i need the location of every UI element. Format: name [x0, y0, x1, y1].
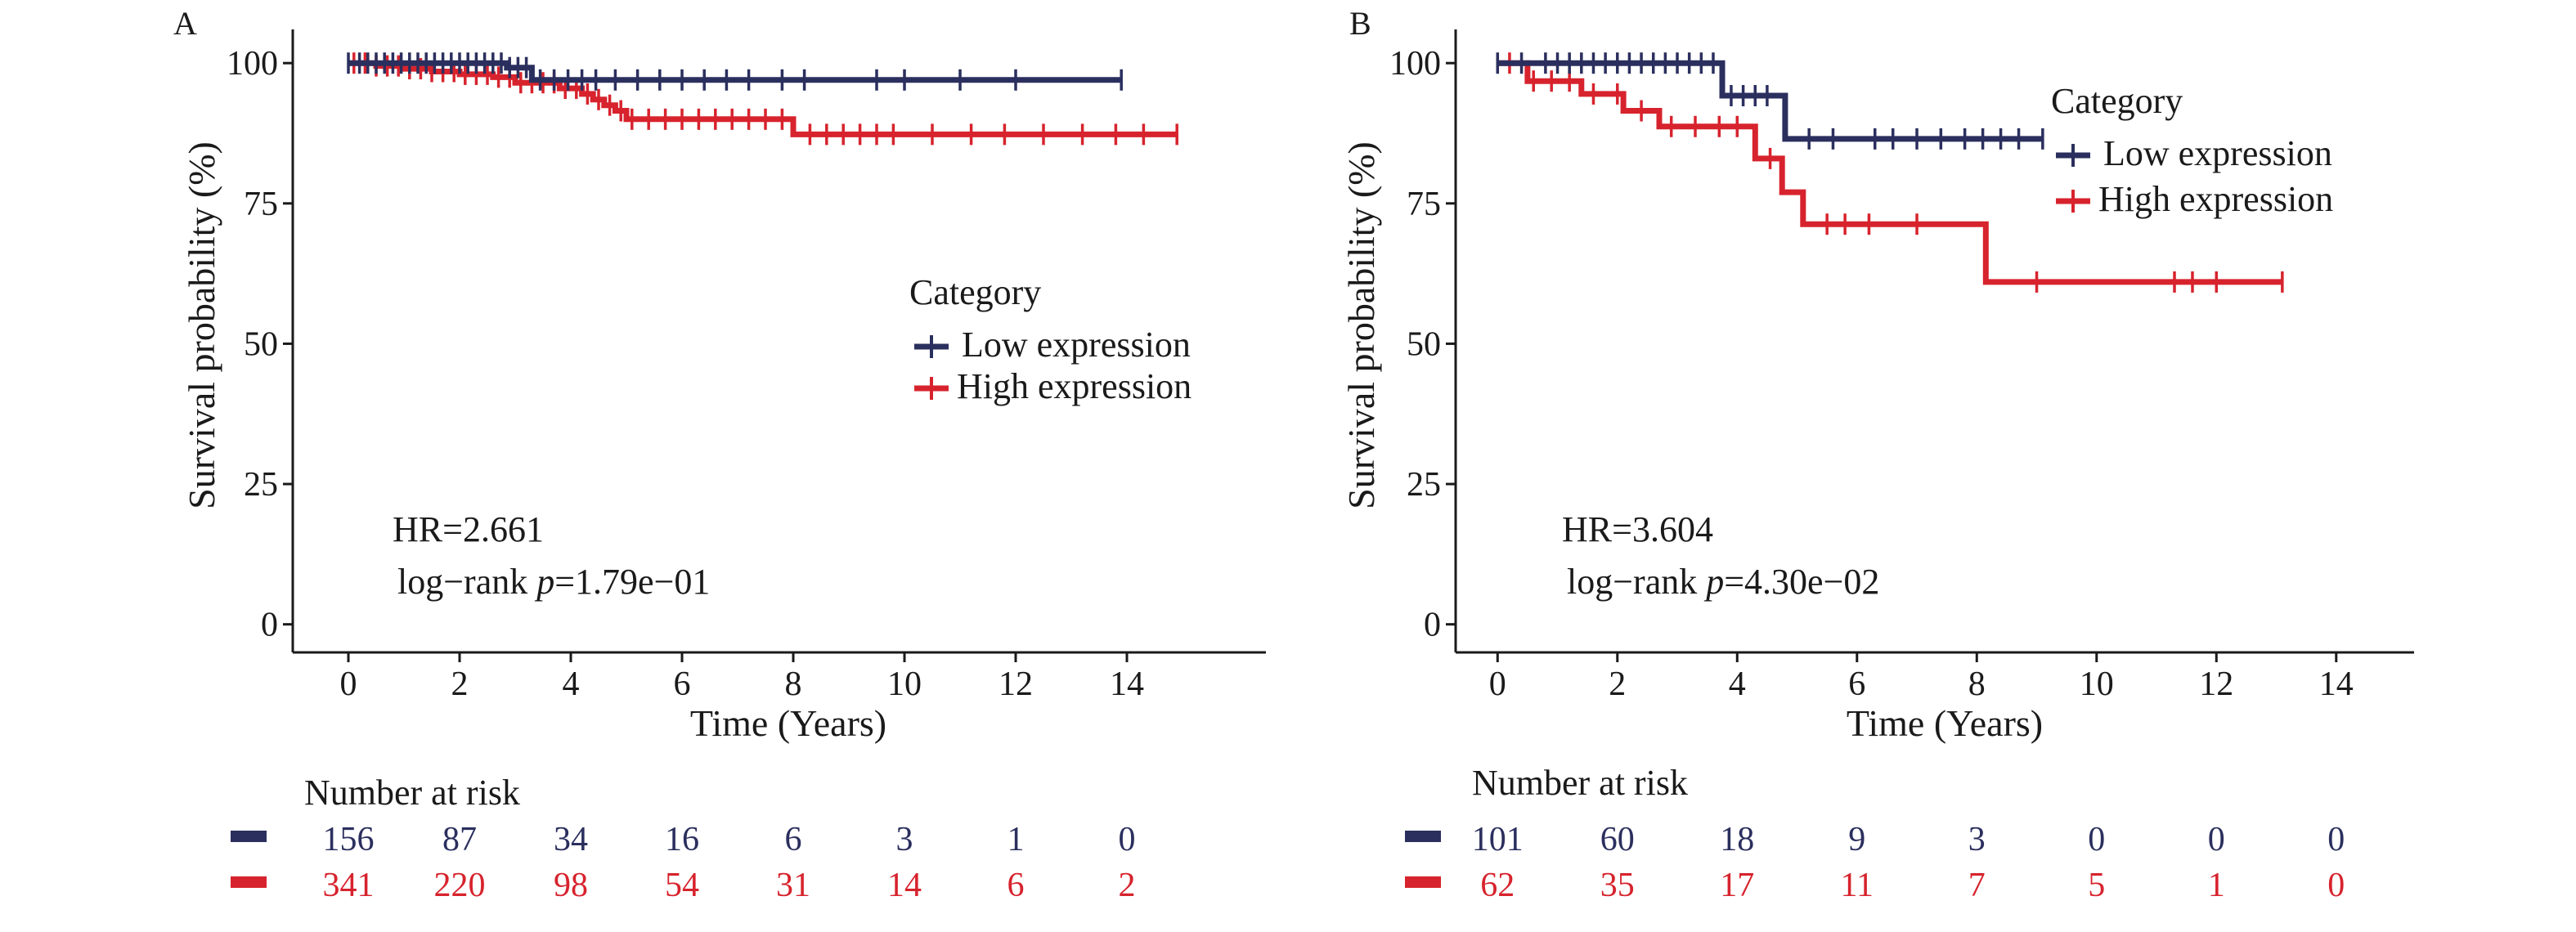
panel-b: B Survival probability (%) Time (Years) … — [1340, 5, 2414, 904]
y-axis-label: Survival probability (%) — [1340, 141, 1382, 509]
x-tick-label: 8 — [1968, 665, 1986, 703]
legend-label-low: Low expression — [962, 325, 1191, 365]
x-tick-label: 2 — [451, 665, 469, 703]
risk-count: 0 — [1119, 821, 1136, 858]
x-tick-label: 0 — [1489, 665, 1506, 703]
x-tick-label: 4 — [1729, 665, 1746, 703]
risk-count: 35 — [1600, 867, 1635, 904]
y-tick-label: 0 — [261, 607, 278, 644]
risk-count: 5 — [2088, 867, 2105, 904]
risk-count: 87 — [442, 821, 477, 858]
risk-count: 156 — [323, 821, 375, 858]
x-tick-label: 10 — [2080, 665, 2114, 703]
x-axis-label: Time (Years) — [1847, 702, 2043, 744]
risk-table-title: Number at risk — [304, 773, 520, 813]
legend-label-low: Low expression — [2103, 133, 2332, 173]
risk-count: 1 — [2208, 867, 2225, 904]
x-tick-label: 0 — [340, 665, 357, 703]
risk-count: 0 — [2088, 821, 2105, 858]
risk-count: 60 — [1600, 821, 1635, 858]
risk-count: 0 — [2327, 821, 2345, 858]
p-symbol: p — [1703, 562, 1724, 602]
risk-count: 341 — [323, 867, 375, 904]
risk-count: 1 — [1008, 821, 1025, 858]
logrank-prefix: log−rank — [1567, 562, 1706, 602]
x-tick-label: 4 — [563, 665, 580, 703]
legend-title: Category — [2051, 81, 2183, 121]
survival-curve-high — [348, 60, 1178, 137]
legend-key-low — [2056, 144, 2090, 167]
y-tick-label: 25 — [1407, 466, 1441, 504]
risk-count: 0 — [2327, 867, 2345, 904]
y-tick-label: 100 — [227, 45, 278, 83]
risk-count: 54 — [665, 867, 699, 904]
risk-count: 16 — [665, 821, 699, 858]
risk-row-swatch-low — [231, 831, 267, 842]
risk-count: 11 — [1841, 867, 1874, 904]
risk-count: 7 — [1968, 867, 1986, 904]
x-tick-label: 10 — [887, 665, 922, 703]
y-tick-label: 0 — [1424, 607, 1441, 644]
risk-row-swatch-high — [231, 876, 267, 888]
risk-count: 14 — [887, 867, 922, 904]
x-axis-label: Time (Years) — [690, 702, 886, 744]
risk-count: 34 — [554, 821, 588, 858]
y-tick-label: 75 — [244, 186, 278, 223]
legend-key-high — [2056, 190, 2090, 213]
risk-count: 6 — [1008, 867, 1025, 904]
panel-label: B — [1349, 5, 1371, 42]
legend-label-high: High expression — [957, 366, 1192, 406]
hr-annotation: HR=2.661 — [393, 509, 544, 549]
risk-count: 6 — [785, 821, 802, 858]
x-tick-label: 8 — [785, 665, 802, 703]
survival-curve-low — [1497, 60, 2043, 142]
risk-count: 98 — [554, 867, 588, 904]
risk-count: 17 — [1720, 867, 1754, 904]
x-tick-label: 14 — [1110, 665, 1144, 703]
logrank-annotation: log−rank p=1.79e−01 — [397, 562, 710, 602]
p-symbol: p — [534, 562, 554, 602]
risk-count: 3 — [1968, 821, 1986, 858]
y-tick-label: 100 — [1389, 45, 1441, 83]
risk-count: 18 — [1720, 821, 1754, 858]
logrank-prefix: log−rank — [397, 562, 536, 602]
risk-count: 3 — [896, 821, 913, 858]
x-tick-label: 12 — [2199, 665, 2233, 703]
y-tick-label: 50 — [1407, 325, 1441, 363]
legend-label-high: High expression — [2098, 179, 2333, 219]
hr-annotation: HR=3.604 — [1562, 509, 1713, 549]
risk-count: 0 — [2208, 821, 2225, 858]
x-tick-label: 14 — [2319, 665, 2354, 703]
risk-count: 31 — [776, 867, 810, 904]
legend-title: Category — [909, 272, 1041, 312]
x-tick-label: 12 — [999, 665, 1033, 703]
p-value: =4.30e−02 — [1724, 562, 1879, 602]
x-tick-label: 2 — [1609, 665, 1626, 703]
y-tick-label: 75 — [1407, 186, 1441, 223]
x-tick-label: 6 — [674, 665, 691, 703]
x-tick-label: 6 — [1848, 665, 1865, 703]
risk-count: 101 — [1472, 821, 1524, 858]
risk-count: 220 — [434, 867, 486, 904]
risk-row-swatch-low — [1405, 831, 1441, 842]
risk-count: 2 — [1119, 867, 1136, 904]
y-axis-label: Survival probability (%) — [181, 141, 222, 509]
legend-key-low — [914, 335, 949, 358]
risk-count: 62 — [1480, 867, 1515, 904]
panel-a: A Survival probability (%) Time (Years) … — [173, 5, 1266, 904]
legend-key-high — [914, 377, 949, 400]
y-tick-label: 50 — [244, 325, 278, 363]
survival-curve-high — [1497, 60, 2282, 285]
risk-table-title: Number at risk — [1472, 763, 1688, 803]
panel-label: A — [173, 5, 197, 42]
p-value: =1.79e−01 — [554, 562, 710, 602]
risk-row-swatch-high — [1405, 876, 1441, 888]
y-tick-label: 25 — [244, 466, 278, 504]
logrank-annotation: log−rank p=4.30e−02 — [1567, 562, 1879, 602]
risk-count: 9 — [1848, 821, 1865, 858]
